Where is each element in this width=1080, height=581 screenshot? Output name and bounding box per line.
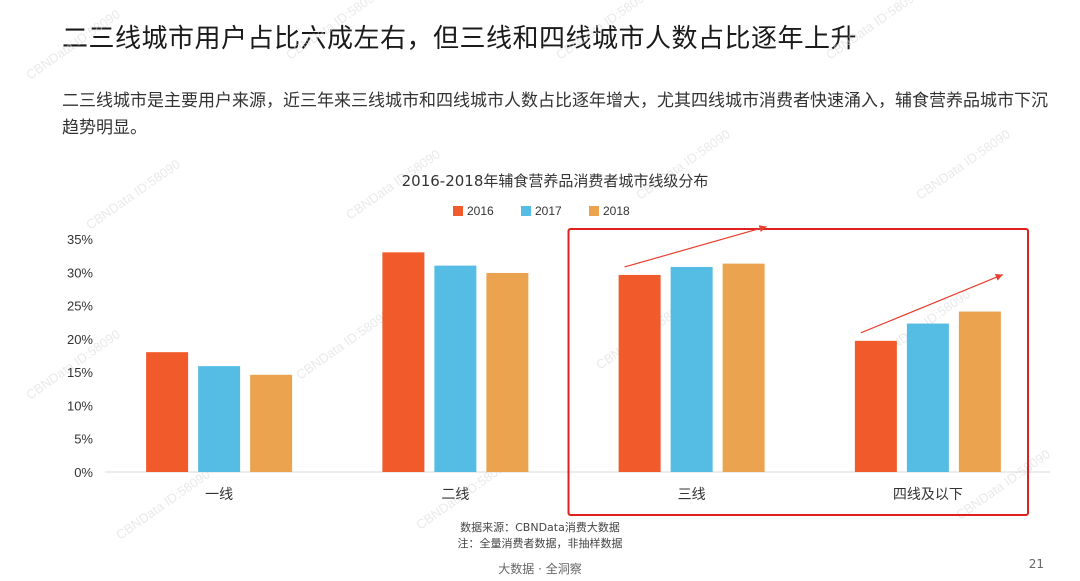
bar-2018-四线及以下 (958, 311, 1001, 472)
bar-2018-三线 (722, 263, 765, 472)
bar-2017-四线及以下 (906, 323, 949, 472)
y-tick-label: 30% (67, 265, 93, 280)
bar-2018-一线 (250, 374, 293, 472)
legend-label-2016: 2016 (467, 204, 494, 218)
bar-2016-二线 (382, 252, 425, 472)
y-tick-label: 25% (67, 299, 93, 314)
watermark-text: CBNData ID:58090 (913, 126, 1013, 202)
page-number: 21 (1028, 557, 1044, 571)
bar-2017-二线 (434, 265, 477, 472)
watermark-text: CBNData ID:58090 (23, 6, 123, 82)
footer-brand: 大数据 · 全洞察 (498, 562, 582, 576)
x-tick-label: 一线 (205, 487, 233, 503)
bar-2016-四线及以下 (854, 340, 897, 472)
bar-2016-一线 (146, 352, 189, 472)
slide-description: 二三线城市是主要用户来源，近三年来三线城市和四线城市人数占比逐年增大，尤其四线城… (62, 91, 1048, 138)
watermark-text: CBNData ID:58090 (633, 126, 733, 202)
slide-title: 二三线城市用户占比六成左右，但三线和四线城市人数占比逐年上升 (62, 24, 858, 54)
watermark-text: CBNData ID:58090 (83, 156, 183, 232)
y-tick-label: 35% (67, 232, 93, 247)
bar-2017-一线 (198, 366, 241, 472)
legend-swatch-2017 (521, 206, 531, 216)
legend-swatch-2016 (453, 206, 463, 216)
bar-2018-二线 (486, 272, 529, 472)
bar-2017-三线 (670, 266, 713, 472)
legend-label-2017: 2017 (535, 204, 562, 218)
watermark-text: CBNData ID:58090 (293, 306, 393, 382)
data-note: 注：全量消费者数据，非抽样数据 (457, 537, 623, 550)
bar-2016-三线 (618, 274, 661, 472)
legend-label-2018: 2018 (603, 204, 630, 218)
trend-arrow (860, 273, 1004, 334)
chart-title: 2016-2018年辅食营养品消费者城市线级分布 (402, 172, 709, 190)
watermark-text: CBNData ID:58090 (553, 0, 653, 62)
x-tick-label: 四线及以下 (893, 487, 963, 503)
watermark-text: CBNData ID:58090 (283, 0, 383, 62)
y-tick-label: 10% (67, 398, 93, 413)
y-tick-label: 15% (67, 365, 93, 380)
trend-arrow (624, 225, 767, 268)
y-tick-label: 5% (74, 432, 93, 447)
source-note: 数据来源：CBNData消费大数据 (460, 521, 620, 534)
highlight-box (567, 228, 1029, 516)
x-tick-label: 二线 (441, 487, 469, 503)
y-tick-label: 20% (67, 332, 93, 347)
y-tick-label: 0% (74, 465, 93, 480)
legend-swatch-2018 (589, 206, 599, 216)
x-tick-label: 三线 (678, 487, 706, 503)
watermark-text: CBNData ID:58090 (823, 0, 923, 62)
